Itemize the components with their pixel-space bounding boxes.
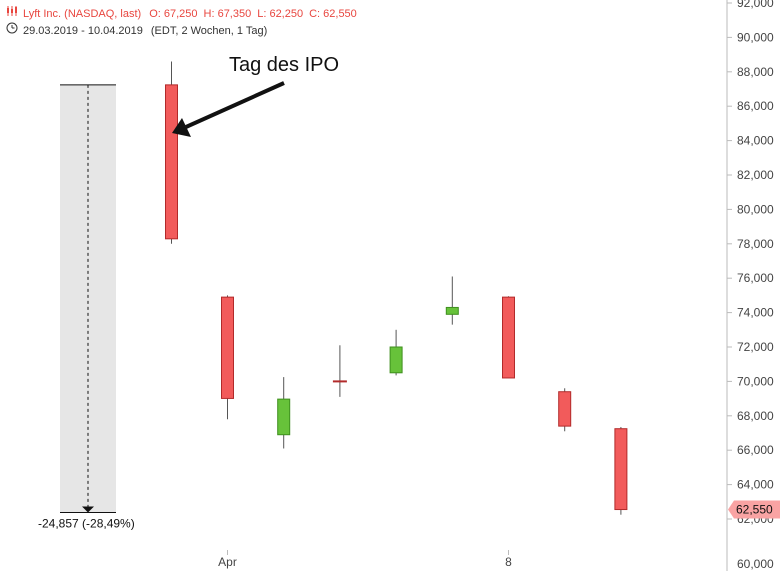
x-tick-label: 8 [505, 555, 512, 569]
y-tick-label: 74,000 [737, 306, 774, 320]
y-tick-label: 72,000 [737, 340, 774, 354]
annotation-text: Tag des IPO [229, 54, 339, 76]
y-axis: 62,00064,00066,00068,00070,00072,00074,0… [727, 0, 774, 571]
low-value: L: 62,250 [257, 7, 304, 20]
y-tick-label: 84,000 [737, 134, 774, 148]
candle-2019-04-10[interactable] [614, 426, 628, 515]
chart-header: Lyft Inc. (NASDAQ, last) O: 67,250 H: 67… [6, 5, 357, 39]
candle-2019-04-02[interactable] [277, 377, 291, 449]
candles-layer [165, 61, 628, 515]
candle-body [502, 296, 515, 379]
y-tick-label: 68,000 [737, 409, 774, 423]
y-tick-label: 92,000 [737, 0, 774, 10]
candle-2019-04-09[interactable] [558, 388, 572, 432]
y-tick-label: 64,000 [737, 478, 774, 492]
y-tick-label: 60,000 [737, 557, 774, 571]
instrument-line: Lyft Inc. (NASDAQ, last) O: 67,250 H: 67… [6, 5, 357, 22]
high-value: H: 67,350 [203, 7, 252, 20]
open-value: O: 67,250 [149, 7, 198, 20]
candle-body [558, 391, 572, 427]
measure-label: -24,857 (-28,49%) [38, 516, 135, 530]
clock-icon [6, 22, 20, 39]
chart-settings: (EDT, 2 Wochen, 1 Tag) [150, 24, 268, 37]
instrument-name: Lyft Inc. (NASDAQ, last) [23, 7, 142, 20]
candle-body [445, 306, 459, 315]
close-value: C: 62,550 [309, 7, 357, 20]
x-tick-label: Apr [218, 555, 237, 569]
measure-tool[interactable]: -24,857 (-28,49%) [38, 84, 135, 531]
candle-body [614, 428, 628, 511]
y-tick-label: 86,000 [737, 99, 774, 113]
last-price-badge-shape [728, 500, 780, 519]
y-tick-label: 88,000 [737, 65, 774, 79]
y-tick-label: 76,000 [737, 271, 774, 285]
candle-2019-03-29[interactable] [165, 61, 178, 244]
last-price-value: 62,550 [736, 503, 773, 517]
candlestick-icon [6, 5, 20, 22]
measure-band [60, 84, 116, 513]
ipo-annotation[interactable]: Tag des IPO [172, 54, 339, 137]
y-tick-label: 78,000 [737, 237, 774, 251]
candle-body [277, 398, 291, 436]
y-tick-label: 82,000 [737, 168, 774, 182]
y-tick-label: 90,000 [737, 30, 774, 44]
y-tick-label: 70,000 [737, 374, 774, 388]
date-range: 29.03.2019 - 10.04.2019 [23, 24, 143, 37]
candle-2019-04-08[interactable] [502, 296, 515, 379]
candle-2019-04-01[interactable] [221, 295, 234, 420]
candle-body [389, 346, 403, 374]
annotation-arrow-line [185, 81, 285, 129]
candle-2019-04-04[interactable] [389, 329, 403, 376]
candle-2019-04-03[interactable] [332, 345, 347, 397]
measure-arrowhead [82, 506, 94, 513]
candle-body [221, 296, 234, 399]
candle-2019-04-05[interactable] [445, 276, 459, 325]
y-tick-label: 66,000 [737, 443, 774, 457]
x-axis: Apr 8 [218, 550, 512, 569]
range-line: 29.03.2019 - 10.04.2019 (EDT, 2 Wochen, … [6, 22, 357, 39]
candle-body [165, 84, 178, 240]
annotation-arrowhead [172, 118, 191, 137]
last-price-badge: 62,550 [728, 500, 780, 519]
y-tick-label: 80,000 [737, 202, 774, 216]
